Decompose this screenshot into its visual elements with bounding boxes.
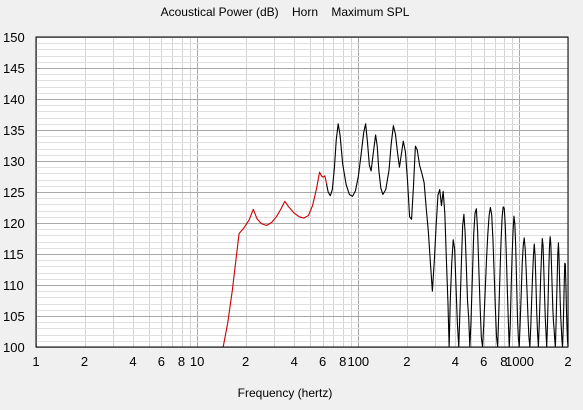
x-tick-label: 2: [81, 354, 88, 369]
y-tick-label: 150: [3, 30, 25, 45]
x-tick-label: 2: [564, 354, 571, 369]
x-axis-label: Frequency (hertz): [238, 386, 333, 400]
x-tick-label: 2: [403, 354, 410, 369]
chart-title: Acoustical Power (dB) Horn Maximum SPL: [161, 5, 410, 19]
series-layer: [222, 123, 569, 348]
x-tick-label: 6: [158, 354, 165, 369]
x-tick-label: 1000: [505, 354, 534, 369]
x-tick-label: 1: [32, 354, 39, 369]
x-tick-label: 100: [347, 354, 369, 369]
x-tick-label: 2: [242, 354, 249, 369]
x-tick-label: 8: [500, 354, 507, 369]
y-tick-label: 115: [3, 247, 24, 262]
x-tick-label: 8: [178, 354, 185, 369]
grid-layer: [36, 37, 569, 348]
x-tick-label: 6: [480, 354, 487, 369]
y-tick-label: 140: [3, 92, 25, 107]
x-tick-label: 8: [339, 354, 346, 369]
x-tick-label: 6: [319, 354, 326, 369]
x-tick-label: 4: [129, 354, 136, 369]
y-tick-label: 100: [3, 340, 25, 355]
series-line-1: [222, 171, 328, 348]
x-tick-label: 4: [291, 354, 298, 369]
y-tick-label: 125: [3, 185, 25, 200]
x-tick-label: 4: [452, 354, 459, 369]
y-tick-label: 105: [3, 309, 25, 324]
y-tick-label: 130: [3, 154, 25, 169]
y-tick-label: 135: [3, 123, 25, 138]
y-tick-label: 120: [3, 216, 25, 231]
y-tick-labels: 100 105 110 115 120 125 130 135 140 145 150: [3, 30, 25, 355]
series-line-2: [326, 123, 569, 348]
plot-frame: [35, 36, 569, 348]
y-tick-label: 145: [3, 61, 25, 76]
y-tick-label: 110: [3, 278, 24, 293]
x-tick-label: 10: [190, 354, 204, 369]
